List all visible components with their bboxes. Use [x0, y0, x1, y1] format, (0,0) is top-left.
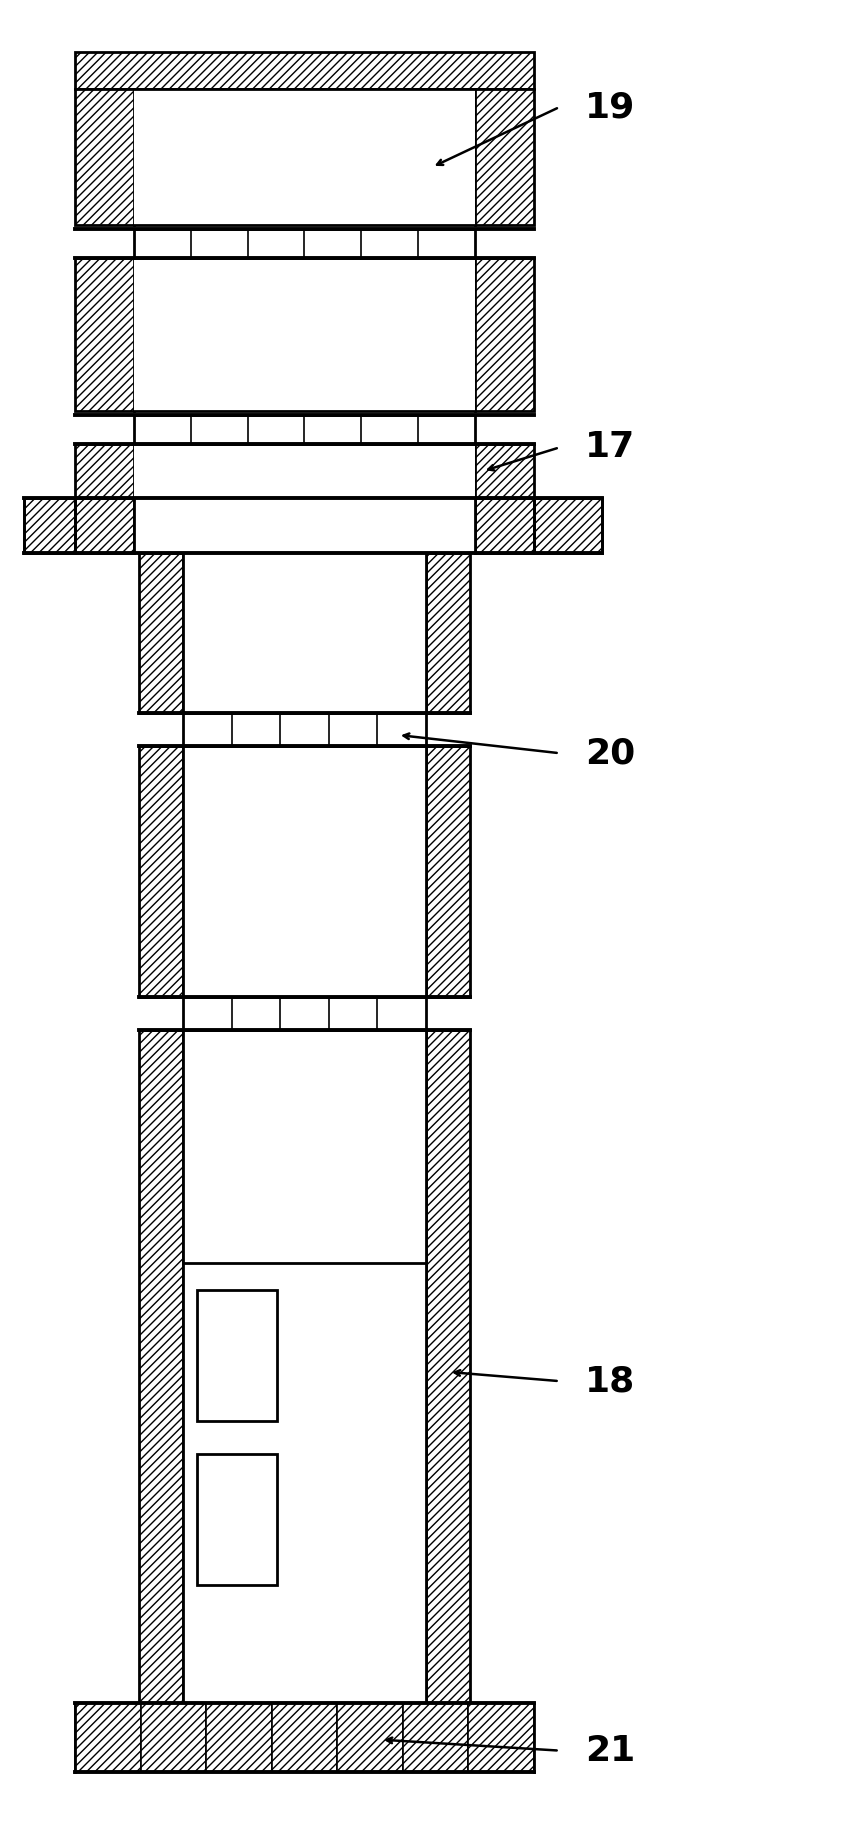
Text: 21: 21 [585, 1733, 635, 1768]
Bar [135, 414, 474, 444]
Bar [135, 499, 474, 554]
Bar [474, 88, 534, 226]
Bar [337, 1704, 403, 1772]
Bar [474, 499, 534, 554]
Bar [75, 259, 135, 411]
Bar [474, 444, 534, 499]
Bar [75, 1704, 141, 1772]
Text: 20: 20 [585, 735, 635, 770]
Text: 17: 17 [585, 431, 635, 464]
Bar [135, 444, 474, 499]
Bar [24, 499, 75, 554]
Bar [403, 1704, 468, 1772]
Bar [426, 1031, 470, 1704]
Bar [196, 1454, 277, 1585]
Bar [135, 259, 474, 411]
Bar [196, 1289, 277, 1421]
Bar [183, 746, 426, 998]
Bar [426, 746, 470, 998]
Bar [534, 499, 602, 554]
Bar [139, 1031, 183, 1704]
Bar [206, 1704, 271, 1772]
Bar [271, 1704, 337, 1772]
Bar [135, 229, 474, 259]
Bar [75, 53, 534, 88]
Bar [474, 259, 534, 411]
Bar [75, 499, 135, 554]
Text: 18: 18 [585, 1364, 635, 1398]
Bar [426, 554, 470, 713]
Bar [183, 713, 426, 746]
Bar [75, 444, 135, 499]
Bar [183, 998, 426, 1031]
Bar [75, 88, 135, 226]
Bar [135, 88, 474, 226]
Bar [139, 746, 183, 998]
Bar [468, 1704, 534, 1772]
Text: 19: 19 [585, 90, 635, 125]
Bar [139, 554, 183, 713]
Bar [183, 1031, 426, 1704]
Bar [141, 1704, 206, 1772]
Bar [183, 554, 426, 713]
